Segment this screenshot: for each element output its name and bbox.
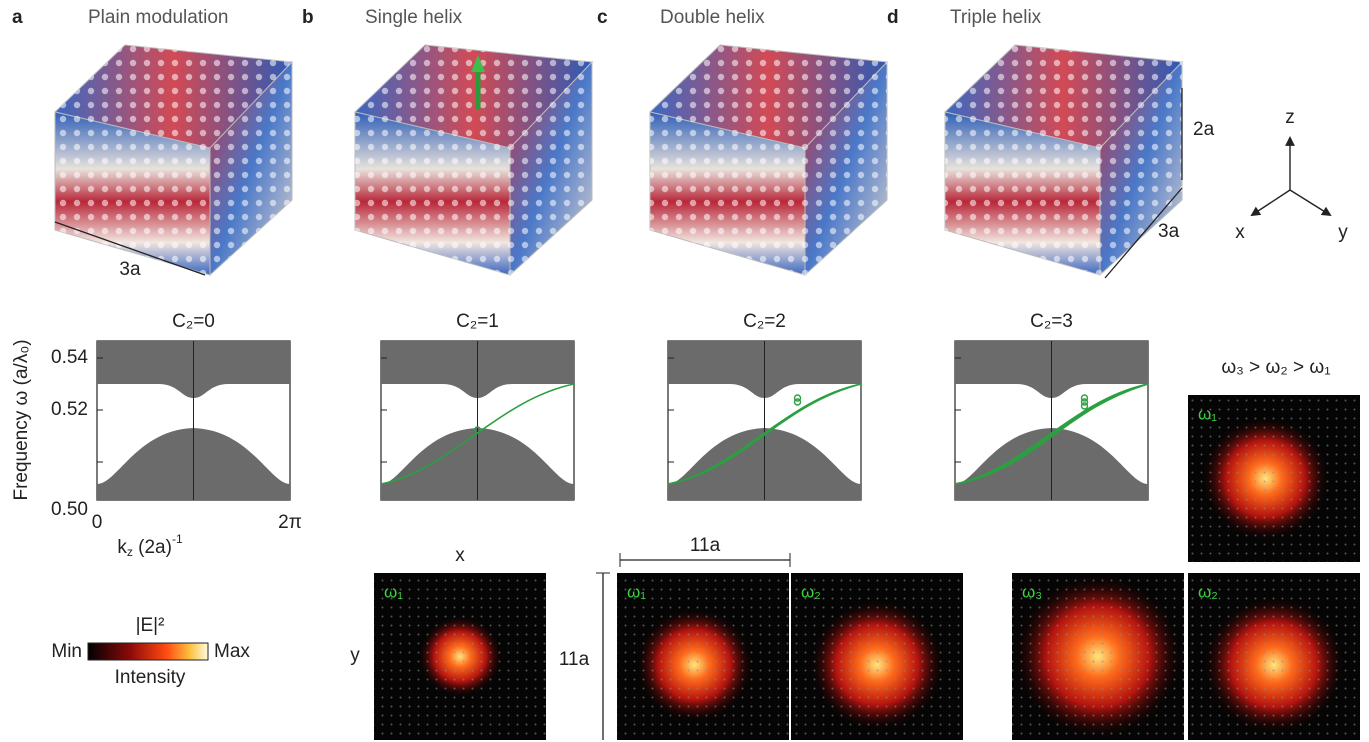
band-invariant: C₂=1 [456, 311, 499, 332]
panel-letter: a [12, 7, 23, 28]
x-tick-label: 0 [92, 512, 103, 533]
x-tick-label: 2π [278, 512, 302, 533]
map-label: ω₁ [1198, 404, 1217, 423]
colorbar-title: |E|² [136, 615, 165, 636]
x-axis-label: kz (2a)-1 [117, 532, 183, 559]
panel-title: Double helix [660, 7, 765, 28]
frequency-order: ω₃ > ω₂ > ω₁ [1221, 357, 1330, 378]
map-height: 11a [559, 649, 590, 670]
colorbar-max: Max [214, 641, 250, 662]
triad-x: x [1235, 222, 1245, 243]
map-y-axis: y [350, 645, 360, 666]
map-x-axis: x [455, 545, 465, 566]
map-label: ω₃ [1022, 582, 1042, 601]
map-label: ω₁ [384, 582, 403, 601]
axis-arrow [1252, 190, 1290, 215]
colorbar-caption: Intensity [115, 667, 186, 688]
triad-y: y [1338, 222, 1348, 243]
panel-letter: b [302, 7, 314, 28]
panel-title: Single helix [365, 7, 463, 28]
figure: a Plain modulation C₂=0 b Single helix C₂=1 c D… [0, 0, 1369, 742]
y-tick-label: 0.52 [51, 399, 88, 420]
panel-title: Triple helix [950, 7, 1042, 28]
cube-depth: 3a [1158, 221, 1180, 242]
map-label: ω₁ [627, 582, 646, 601]
band-invariant: C₂=0 [172, 311, 215, 332]
y-axis-label: Frequency ω (a/λ₀) [11, 339, 32, 500]
y-tick-label: 0.50 [51, 499, 88, 520]
map-label: ω₂ [1198, 582, 1218, 601]
colorbar [88, 643, 208, 660]
x-label-base: k [117, 537, 127, 558]
band-invariant: C₂=2 [743, 311, 786, 332]
x-label-sup: -1 [172, 532, 183, 546]
map-label: ω₂ [801, 582, 821, 601]
axis-arrow [1290, 190, 1330, 215]
panel-letter: d [887, 7, 899, 28]
triad-z: z [1285, 107, 1295, 128]
cube-width: 3a [119, 259, 141, 280]
colorbar-min: Min [51, 641, 82, 662]
x-label-rest: (2a) [133, 537, 172, 558]
cube-height: 2a [1193, 119, 1215, 140]
panel-title: Plain modulation [88, 7, 228, 28]
y-tick-label: 0.54 [51, 347, 88, 368]
map-width: 11a [690, 535, 721, 556]
panel-letter: c [597, 7, 608, 28]
band-invariant: C₂=3 [1030, 311, 1073, 332]
